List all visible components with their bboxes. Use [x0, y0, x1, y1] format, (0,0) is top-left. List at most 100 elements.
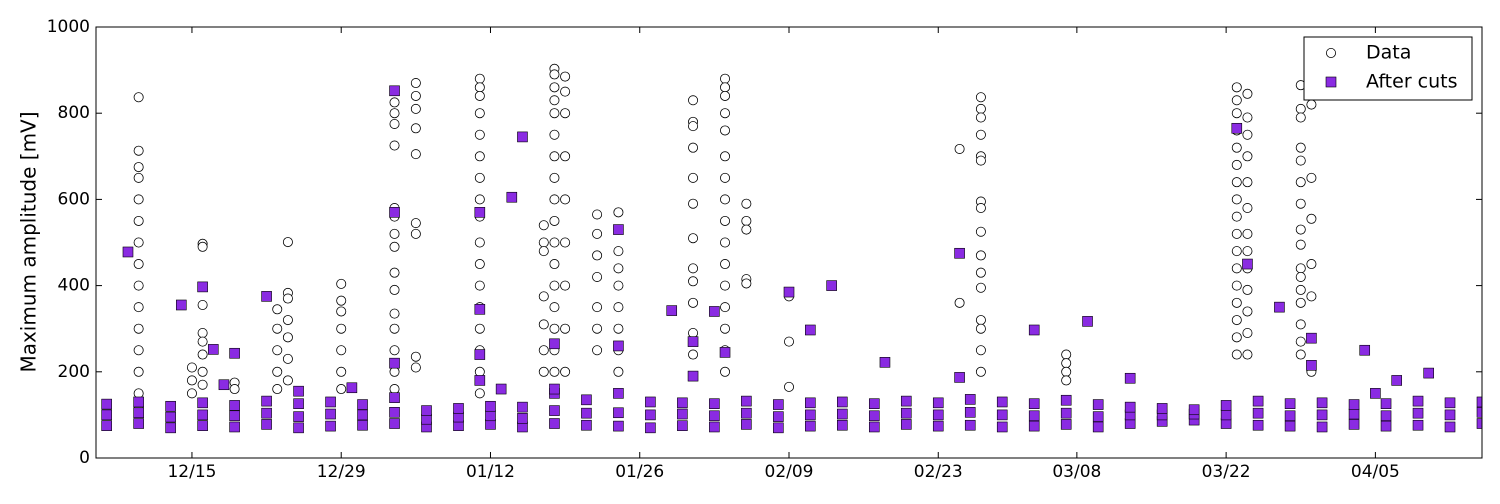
square-marker: [868, 421, 880, 433]
square-marker: [666, 305, 678, 316]
square-marker: [325, 420, 336, 432]
y-tick-label: 200: [58, 362, 90, 382]
circle-marker: [1295, 155, 1306, 166]
circle-marker: [282, 315, 293, 326]
circle-marker: [197, 366, 208, 377]
circle-marker: [1061, 358, 1072, 369]
circle-marker: [720, 302, 731, 313]
circle-marker: [560, 108, 571, 119]
circle-marker: [549, 82, 560, 93]
circle-marker: [549, 366, 560, 377]
circle-marker: [538, 246, 549, 257]
square-marker: [1284, 420, 1296, 432]
square-marker: [1370, 388, 1381, 399]
square-marker: [1092, 421, 1104, 433]
square-marker: [1348, 399, 1360, 410]
square-marker: [325, 408, 336, 420]
circle-marker: [282, 353, 293, 364]
square-marker: [261, 291, 272, 302]
circle-marker: [389, 345, 400, 356]
circle-marker: [784, 336, 795, 347]
square-marker: [101, 420, 112, 431]
circle-marker: [549, 237, 560, 248]
square-marker: [996, 421, 1008, 433]
circle-marker: [474, 90, 485, 101]
square-marker: [645, 409, 656, 421]
circle-marker: [410, 218, 421, 229]
square-marker: [613, 407, 624, 419]
circle-marker: [336, 278, 347, 289]
square-marker: [1284, 410, 1296, 422]
x-tick-label: 02/09: [765, 462, 814, 482]
circle-marker: [1295, 349, 1306, 360]
square-marker: [1444, 421, 1456, 433]
circle-marker: [1295, 239, 1306, 250]
circle-marker: [975, 315, 986, 326]
circle-marker: [549, 172, 560, 183]
circle-marker: [133, 388, 144, 399]
square-marker: [719, 347, 731, 358]
circle-marker: [1231, 95, 1242, 106]
circle-marker: [975, 112, 986, 123]
square-marker: [1231, 122, 1243, 134]
square-marker: [709, 306, 720, 317]
circle-marker: [336, 295, 347, 306]
circle-marker: [474, 129, 485, 140]
square-marker: [613, 224, 624, 235]
plot-area: [101, 63, 1482, 434]
square-marker: [1092, 399, 1104, 410]
square-marker: [687, 336, 699, 347]
square-marker: [1252, 395, 1264, 407]
square-marker: [1028, 398, 1040, 409]
square-marker: [261, 407, 272, 419]
circle-marker: [474, 388, 485, 399]
square-marker: [1412, 407, 1424, 419]
circle-marker: [1295, 271, 1306, 282]
square-marker: [741, 407, 752, 419]
square-marker: [741, 419, 752, 430]
square-marker: [474, 349, 486, 360]
square-marker: [613, 340, 624, 352]
square-marker: [325, 396, 336, 408]
square-marker: [165, 400, 176, 412]
circle-marker: [336, 366, 347, 377]
square-marker: [613, 420, 624, 432]
circle-marker: [538, 237, 549, 248]
square-marker: [1476, 407, 1482, 418]
square-marker: [357, 399, 368, 410]
square-marker: [837, 419, 848, 431]
circle-marker: [133, 215, 144, 226]
y-axis-label: Maximum amplitude [mV]: [17, 111, 41, 372]
circle-marker: [549, 95, 560, 106]
circle-marker: [975, 129, 986, 140]
square-marker: [495, 383, 507, 395]
square-marker: [197, 281, 208, 293]
circle-marker: [560, 237, 571, 248]
circle-marker: [389, 140, 400, 151]
circle-marker: [1242, 284, 1253, 295]
square-marker: [133, 418, 144, 429]
square-marker: [1380, 410, 1392, 422]
circle-marker: [549, 215, 560, 226]
circle-marker: [720, 172, 731, 183]
circle-marker: [1295, 336, 1306, 347]
circle-marker: [1295, 263, 1306, 274]
circle-marker: [688, 328, 699, 339]
square-marker: [954, 372, 965, 383]
circle-marker: [133, 237, 144, 248]
circle-marker: [133, 302, 144, 313]
circle-marker: [720, 108, 731, 119]
circle-marker: [133, 92, 144, 103]
circle-marker: [1061, 366, 1072, 377]
circle-marker: [282, 293, 293, 304]
x-tick-label: 01/12: [466, 462, 515, 482]
square-marker: [741, 395, 752, 407]
square-marker: [485, 410, 496, 422]
square-marker: [773, 411, 784, 422]
square-marker: [357, 409, 368, 421]
circle-marker: [1306, 99, 1317, 110]
square-marker: [485, 400, 496, 412]
circle-marker: [1295, 177, 1306, 188]
circle-marker: [784, 381, 795, 392]
square-marker: [900, 395, 912, 407]
